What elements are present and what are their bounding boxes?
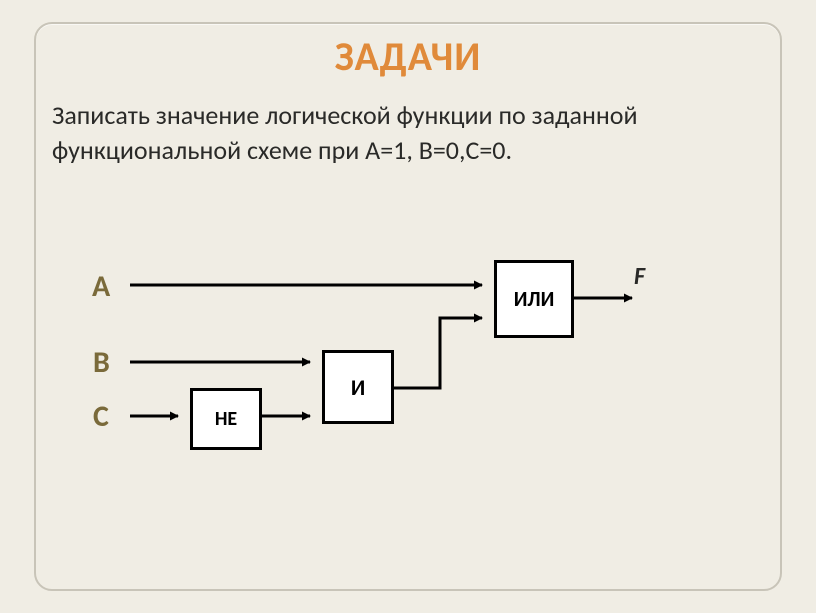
- problem-text: Записать значение логической функции по …: [52, 98, 752, 168]
- gate-or: ИЛИ: [494, 260, 574, 338]
- gate-or-label: ИЛИ: [514, 286, 555, 312]
- input-B-label: В: [93, 344, 110, 381]
- gate-and: И: [322, 350, 394, 424]
- output-F-label: F: [634, 262, 645, 291]
- gate-and-label: И: [351, 374, 365, 401]
- gate-not: НЕ: [190, 388, 262, 450]
- title-text: ЗАДАЧИ: [335, 32, 482, 81]
- slide-title: ЗАДАЧИ: [0, 32, 816, 81]
- gate-not-label: НЕ: [215, 407, 237, 431]
- input-A-label: А: [92, 268, 110, 305]
- input-C-label: С: [93, 398, 109, 435]
- problem-body: Записать значение логической функции по …: [52, 99, 638, 166]
